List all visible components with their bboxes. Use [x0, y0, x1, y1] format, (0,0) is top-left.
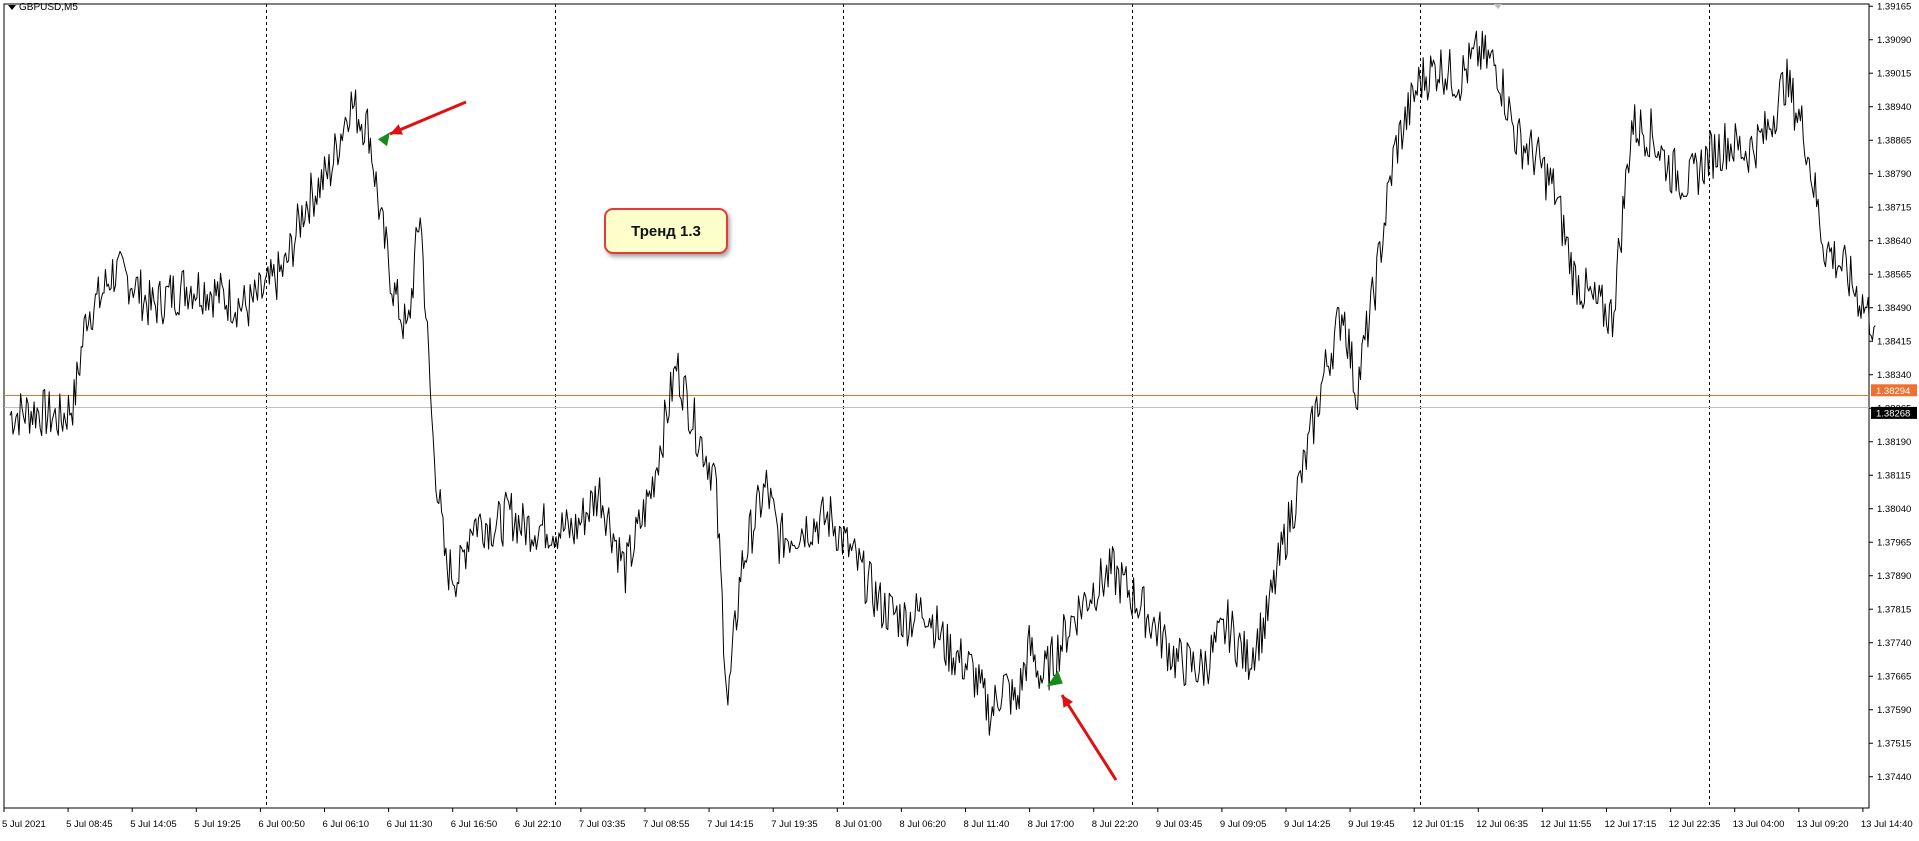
y-tick-label: 1.37515: [1877, 739, 1911, 750]
price-tag-label: 1.38268: [1876, 408, 1910, 419]
y-tick-label: 1.38340: [1877, 370, 1911, 381]
x-tick-label: 13 Jul 14:40: [1861, 819, 1913, 830]
x-tick-label: 5 Jul 08:45: [66, 819, 112, 830]
x-tick-label: 8 Jul 22:20: [1092, 819, 1138, 830]
y-tick-label: 1.37965: [1877, 538, 1911, 549]
buy-signal-icon: [1046, 670, 1063, 687]
y-tick-label: 1.39090: [1877, 35, 1911, 46]
y-tick-label: 1.37665: [1877, 672, 1911, 683]
x-tick-label: 6 Jul 11:30: [387, 819, 433, 830]
symbol-text: GBPUSD,M5: [19, 2, 78, 13]
y-tick-label: 1.37590: [1877, 705, 1911, 716]
y-tick-label: 1.38565: [1877, 270, 1911, 281]
x-tick-label: 8 Jul 11:40: [964, 819, 1010, 830]
red-arrow-bottom-head: [1062, 695, 1074, 708]
x-tick-label: 12 Jul 01:15: [1412, 819, 1464, 830]
bid-price-tag: [1871, 406, 1917, 419]
x-tick-label: 5 Jul 2021: [2, 819, 46, 830]
y-tick-label: 1.37815: [1877, 605, 1911, 616]
trend-annotation-text: Тренд 1.3: [631, 222, 701, 240]
x-tick-label: 5 Jul 19:25: [194, 819, 240, 830]
x-tick-label: 8 Jul 01:00: [835, 819, 881, 830]
y-tick-label: 1.39165: [1877, 2, 1911, 13]
y-tick-label: 1.38190: [1877, 437, 1911, 448]
y-tick-label: 1.38715: [1877, 203, 1911, 214]
y-tick-label: 1.37740: [1877, 638, 1911, 649]
sell-signal-icon: [377, 132, 390, 147]
price-tag-label: 1.38294: [1876, 386, 1910, 397]
y-tick-label: 1.37890: [1877, 571, 1911, 582]
x-tick-label: 5 Jul 14:05: [130, 819, 176, 830]
x-tick-label: 7 Jul 14:15: [707, 819, 753, 830]
x-tick-label: 12 Jul 22:35: [1669, 819, 1721, 830]
red-arrow-top: [389, 100, 467, 136]
x-tick-label: 6 Jul 00:50: [258, 819, 304, 830]
y-tick-label: 1.38415: [1877, 337, 1911, 348]
x-tick-label: 12 Jul 06:35: [1476, 819, 1528, 830]
orange-price-tag: [1871, 384, 1917, 397]
y-tick-label: 1.38040: [1877, 504, 1911, 515]
x-tick-label: 6 Jul 22:10: [515, 819, 561, 830]
x-tick-label: 12 Jul 17:15: [1605, 819, 1657, 830]
x-tick-label: 6 Jul 06:10: [323, 819, 369, 830]
y-tick-label: 1.37440: [1877, 772, 1911, 783]
x-tick-label: 9 Jul 14:25: [1284, 819, 1330, 830]
x-tick-label: 9 Jul 03:45: [1156, 819, 1202, 830]
x-tick-label: 13 Jul 04:00: [1733, 819, 1785, 830]
y-tick-label: 1.38490: [1877, 303, 1911, 314]
y-tick-label: 1.39015: [1877, 69, 1911, 80]
x-tick-label: 8 Jul 06:20: [899, 819, 945, 830]
y-tick-label: 1.38115: [1877, 471, 1911, 482]
symbol-label: GBPUSD,M5: [8, 2, 78, 13]
price-series-line: [9, 30, 1876, 736]
x-tick-label: 7 Jul 19:35: [771, 819, 817, 830]
collapse-triangle-icon[interactable]: [8, 5, 16, 10]
scroll-marker-icon[interactable]: [1494, 4, 1502, 9]
plot-area[interactable]: [3, 3, 1870, 809]
y-tick-label: 1.38940: [1877, 102, 1911, 113]
x-tick-label: 6 Jul 16:50: [451, 819, 497, 830]
trend-annotation[interactable]: Тренд 1.3: [604, 208, 728, 254]
red-arrow-bottom: [1060, 694, 1118, 781]
x-tick-label: 7 Jul 08:55: [643, 819, 689, 830]
x-tick-label: 8 Jul 17:00: [1028, 819, 1074, 830]
red-arrow-top-head: [390, 124, 403, 135]
x-tick-label: 9 Jul 19:45: [1348, 819, 1394, 830]
y-tick-label: 1.38790: [1877, 169, 1911, 180]
x-tick-label: 7 Jul 03:35: [579, 819, 625, 830]
y-tick-label: 1.38865: [1877, 136, 1911, 147]
x-tick-label: 13 Jul 09:20: [1797, 819, 1849, 830]
y-tick-label: 1.38640: [1877, 236, 1911, 247]
x-tick-label: 12 Jul 11:55: [1540, 819, 1591, 830]
x-tick-label: 9 Jul 09:05: [1220, 819, 1266, 830]
